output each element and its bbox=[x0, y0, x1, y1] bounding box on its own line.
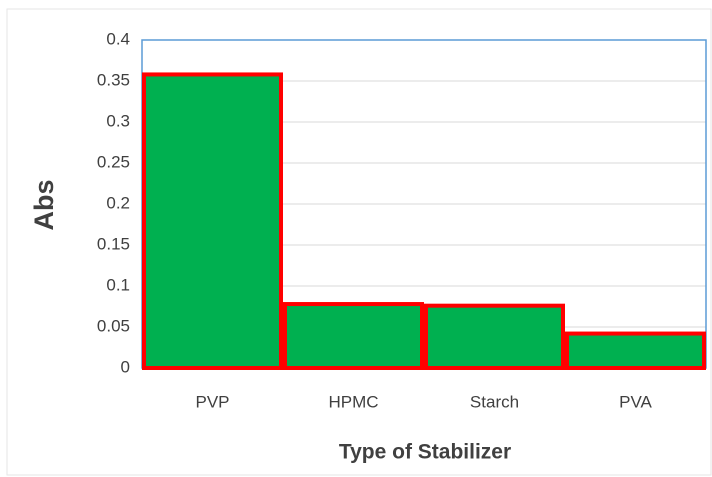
x-axis-label: Type of Stabilizer bbox=[339, 441, 511, 464]
y-tick-label: 0.15 bbox=[97, 234, 130, 253]
y-tick-label: 0.1 bbox=[106, 275, 130, 294]
x-tick-label: HPMC bbox=[328, 392, 378, 411]
x-tick-label: Starch bbox=[470, 392, 519, 411]
y-tick-label: 0.25 bbox=[97, 152, 130, 171]
y-tick-label: 0.2 bbox=[106, 193, 130, 212]
bar bbox=[565, 331, 706, 370]
bar bbox=[424, 303, 565, 370]
y-tick-label: 0.35 bbox=[97, 70, 130, 89]
y-tick-label: 0 bbox=[121, 357, 130, 376]
x-tick-label: PVA bbox=[619, 392, 652, 411]
bar bbox=[283, 302, 424, 371]
y-tick-label: 0.4 bbox=[106, 29, 130, 48]
bar bbox=[142, 72, 283, 370]
y-tick-label: 0.3 bbox=[106, 111, 130, 130]
y-axis-label: Abs bbox=[29, 179, 59, 230]
x-tick-label: PVP bbox=[195, 392, 229, 411]
y-tick-label: 0.05 bbox=[97, 316, 130, 335]
chart-frame bbox=[6, 8, 712, 476]
